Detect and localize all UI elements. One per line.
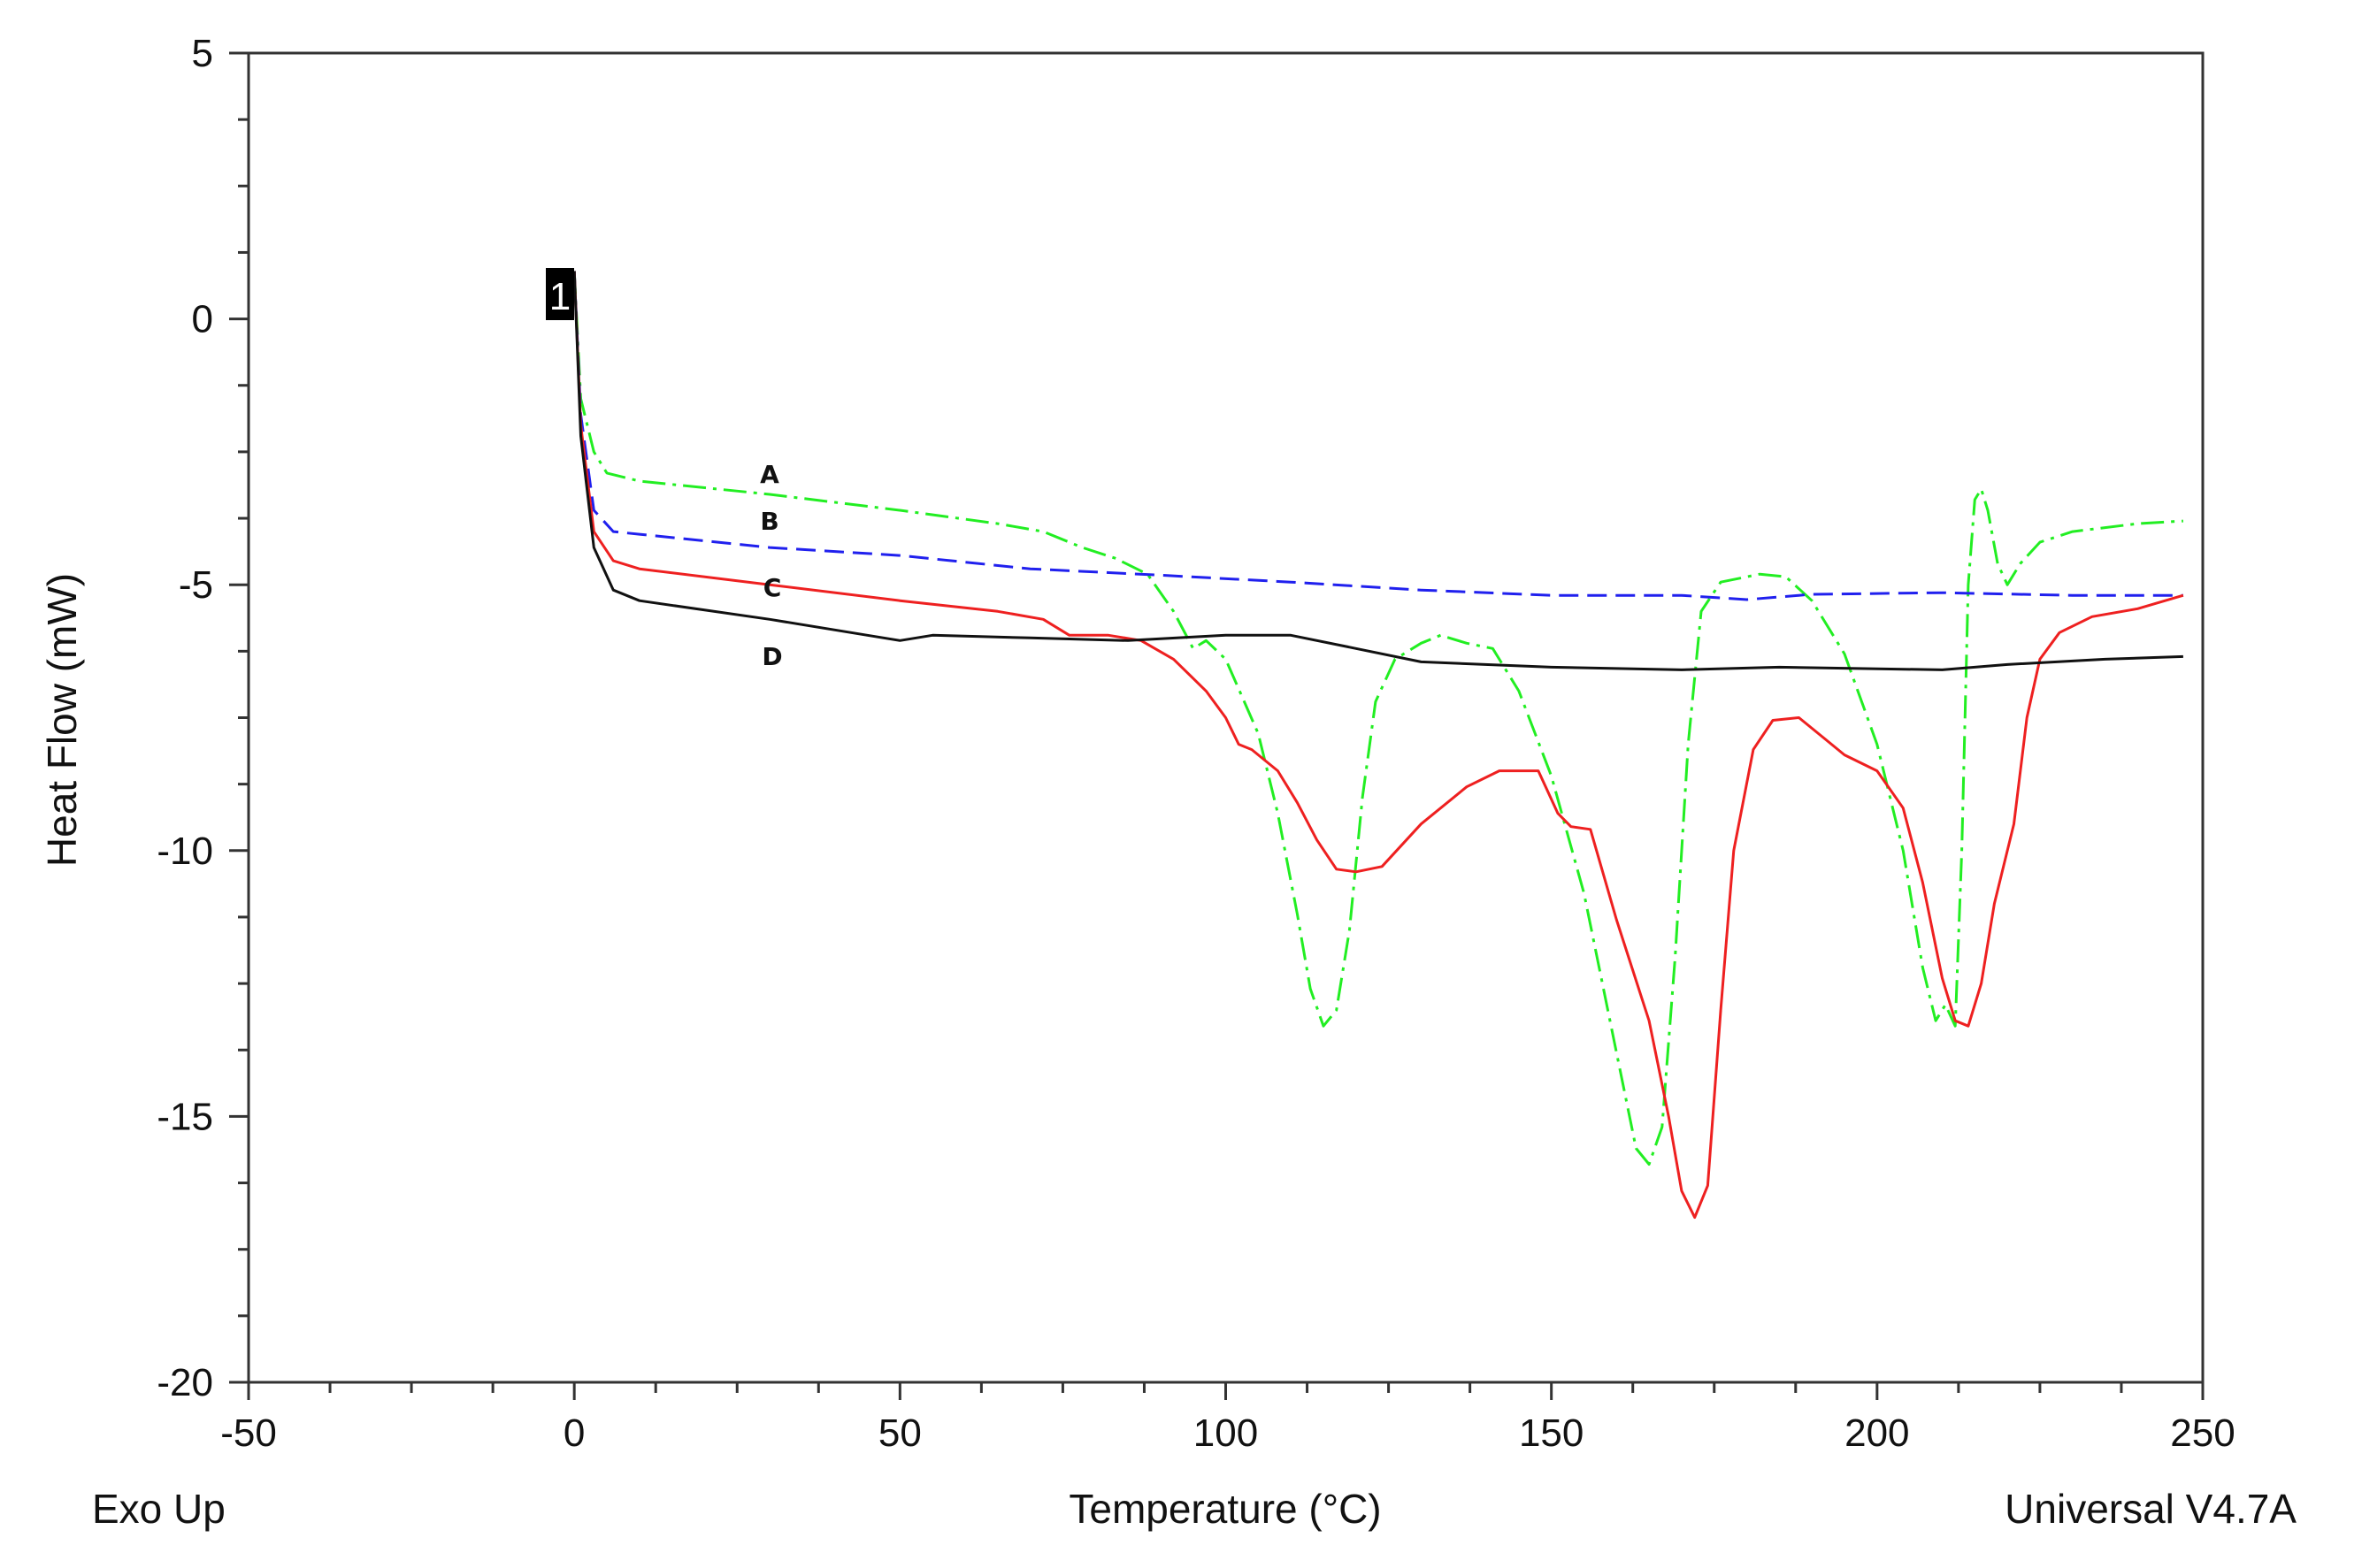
start-marker-box <box>546 268 574 320</box>
x-axis: -50 0 50 100 150 200 250 <box>220 1382 2235 1455</box>
y-tick-label: -15 <box>157 1095 213 1138</box>
y-axis: 5 0 -5 -10 -15 -20 <box>157 32 249 1404</box>
series-label-d: D <box>762 642 782 671</box>
x-tick-label: 100 <box>1193 1411 1258 1455</box>
series-label-a: A <box>760 460 779 489</box>
series-layer <box>572 271 2184 1220</box>
series-label-c: C <box>763 573 782 602</box>
series-curve-a <box>572 271 2183 1166</box>
software-version-note: Universal V4.7A <box>2005 1486 2297 1532</box>
y-tick-label: -5 <box>179 563 213 607</box>
y-tick-label: 0 <box>192 298 213 341</box>
x-axis-title: Temperature (°C) <box>1069 1486 1381 1532</box>
x-tick-label: -50 <box>220 1411 277 1455</box>
series-curve-d <box>572 271 2183 671</box>
series-labels: AB C D <box>760 460 782 671</box>
start-marker: 1 <box>546 268 574 320</box>
y-axis-title: Heat Flow (mW) <box>39 573 85 867</box>
x-tick-label: 200 <box>1844 1411 1909 1455</box>
y-tick-label: -20 <box>157 1361 213 1404</box>
x-tick-label: 50 <box>878 1411 922 1455</box>
x-tick-label: 250 <box>2170 1411 2235 1455</box>
series-curve-b <box>572 271 2183 601</box>
x-tick-label: 150 <box>1519 1411 1584 1455</box>
y-tick-label: 5 <box>192 32 213 75</box>
start-marker-label: 1 <box>549 275 571 318</box>
y-tick-label: -10 <box>157 830 213 873</box>
x-tick-label: 0 <box>564 1411 585 1455</box>
exo-up-note: Exo Up <box>92 1486 226 1532</box>
series-curve-c <box>572 271 2184 1220</box>
series-label-b: B <box>760 507 778 536</box>
